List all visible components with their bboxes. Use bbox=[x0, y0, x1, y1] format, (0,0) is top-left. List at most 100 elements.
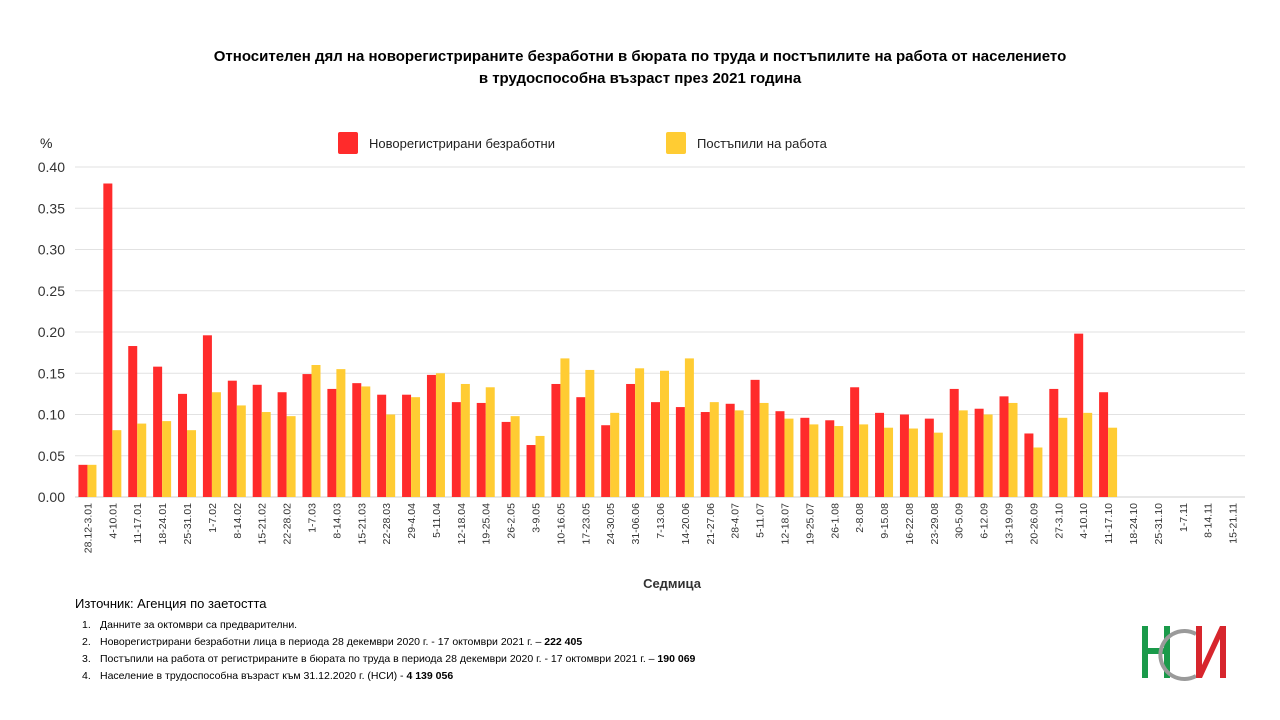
bar-new-unemployed bbox=[202, 335, 212, 497]
y-axis-label: % bbox=[40, 135, 52, 151]
legend-label-new-unemployed: Новорегистрирани безработни bbox=[369, 136, 555, 151]
y-axis-ticks: 0.00 0.05 0.10 0.15 0.20 0.25 0.30 0.35 0.40 bbox=[38, 159, 65, 505]
x-tick-label: 5-11.04 bbox=[431, 503, 443, 538]
legend: Новорегистрирани безработни Постъпили на… bbox=[338, 132, 828, 154]
logo-letter-i-stem bbox=[1196, 626, 1202, 678]
x-tick-label: 16-22.08 bbox=[904, 503, 916, 545]
logo-letter-h-bar bbox=[1142, 648, 1170, 654]
x-tick-label: 1-7.11 bbox=[1178, 503, 1190, 532]
bar-started-work bbox=[211, 392, 221, 497]
x-tick-label: 13-19.09 bbox=[1004, 503, 1016, 545]
x-tick-label: 25-31.01 bbox=[182, 503, 194, 545]
bar-started-work bbox=[684, 358, 694, 497]
x-tick-label: 14-20.06 bbox=[680, 503, 692, 545]
bar-new-unemployed bbox=[327, 388, 337, 497]
logo-letter-i-stem bbox=[1220, 626, 1226, 678]
bar-started-work bbox=[1058, 417, 1068, 497]
bar-new-unemployed bbox=[700, 412, 710, 497]
bar-started-work bbox=[1083, 412, 1093, 497]
bar-started-work bbox=[859, 424, 869, 497]
footnote-number: 3. bbox=[82, 653, 91, 665]
x-tick-label: 5-11.07 bbox=[755, 503, 767, 538]
bar-started-work bbox=[510, 416, 520, 497]
x-axis-ticks: 28.12-3.01 4-10.01 11-17.01 18-24.01 25-31.0… bbox=[82, 503, 1239, 553]
footnote-value: 222 405 bbox=[544, 636, 583, 648]
bar-started-work bbox=[386, 414, 396, 497]
bar-started-work bbox=[1108, 427, 1118, 497]
x-tick-label: 15-21.02 bbox=[257, 503, 269, 545]
footnote-text: Данните за октомври са предварителни. bbox=[100, 619, 298, 631]
y-tick-label: 0.20 bbox=[38, 324, 65, 340]
bar-new-unemployed bbox=[377, 394, 387, 497]
bar-new-unemployed bbox=[526, 445, 536, 497]
x-tick-label: 30-5.09 bbox=[954, 503, 966, 539]
chart-title-line1: Относителен дял на новорегистрираните бе… bbox=[213, 48, 1067, 65]
x-tick-label: 3-9.05 bbox=[531, 503, 543, 533]
x-tick-label: 27-3.10 bbox=[1053, 503, 1065, 539]
footnote-value: 190 069 bbox=[657, 653, 696, 665]
bar-new-unemployed bbox=[476, 402, 486, 497]
bar-started-work bbox=[435, 373, 445, 497]
bar-new-unemployed bbox=[302, 374, 312, 497]
logo-letter-i-diagonal bbox=[1196, 626, 1226, 678]
footnote: 1. Данните за октомври са предварителни. bbox=[82, 617, 695, 634]
footnote: 2. Новорегистрирани безработни лица в пер… bbox=[82, 634, 695, 651]
bar-new-unemployed bbox=[626, 383, 636, 497]
x-tick-label: 12-18.04 bbox=[456, 503, 468, 545]
bar-new-unemployed bbox=[949, 388, 959, 497]
x-tick-label: 26-2.05 bbox=[506, 503, 518, 539]
x-tick-label: 25-31.10 bbox=[1153, 503, 1165, 545]
legend-swatch-red bbox=[338, 132, 358, 154]
x-tick-label: 1-7.03 bbox=[306, 503, 318, 533]
chart-title: Относителен дял на новорегистрираните бе… bbox=[140, 46, 1140, 90]
bar-started-work bbox=[187, 430, 197, 497]
footnote-text: Население в трудоспособна възраст към 31… bbox=[100, 670, 407, 682]
bar-new-unemployed bbox=[775, 411, 785, 497]
x-axis-label: Седмица bbox=[643, 576, 702, 591]
x-tick-label: 8-14.02 bbox=[232, 503, 244, 539]
bar-new-unemployed bbox=[277, 392, 287, 497]
x-tick-label: 8-14.03 bbox=[331, 503, 343, 539]
x-tick-label: 19-25.07 bbox=[804, 503, 816, 545]
bar-started-work bbox=[660, 370, 669, 497]
bar-started-work bbox=[809, 424, 819, 497]
x-tick-label: 26-1.08 bbox=[829, 503, 841, 539]
x-tick-label: 22-28.03 bbox=[381, 503, 393, 545]
bar-started-work bbox=[834, 426, 844, 497]
bar-new-unemployed bbox=[1049, 388, 1059, 497]
x-tick-label: 20-26.09 bbox=[1028, 503, 1040, 545]
y-tick-label: 0.35 bbox=[38, 200, 65, 216]
bar-started-work bbox=[734, 410, 744, 497]
x-tick-label: 4-10.10 bbox=[1078, 503, 1090, 539]
bar-started-work bbox=[286, 416, 296, 497]
x-tick-label: 11-17.01 bbox=[132, 503, 144, 544]
bar-started-work bbox=[560, 358, 570, 497]
bar-new-unemployed bbox=[227, 380, 237, 497]
x-tick-label: 31-06.06 bbox=[630, 503, 642, 545]
x-tick-label: 12-18.07 bbox=[779, 503, 791, 545]
x-tick-label: 22-28.02 bbox=[282, 503, 294, 545]
x-tick-label: 6-12.09 bbox=[979, 503, 991, 539]
y-tick-label: 0.00 bbox=[38, 489, 65, 505]
bar-new-unemployed bbox=[725, 403, 735, 497]
footnote-value: 4 139 056 bbox=[406, 670, 454, 682]
footnote: 3. Постъпили на работа от регистрираните … bbox=[82, 651, 695, 668]
bar-new-unemployed bbox=[1024, 433, 1034, 497]
bar-started-work bbox=[1033, 447, 1043, 497]
footnote-text: Новорегистрирани безработни лица в перио… bbox=[100, 636, 545, 648]
bar-started-work bbox=[933, 432, 943, 497]
x-tick-label: 28-4.07 bbox=[730, 503, 742, 539]
bar-new-unemployed bbox=[1074, 333, 1084, 497]
y-tick-label: 0.15 bbox=[38, 365, 65, 381]
bar-started-work bbox=[784, 418, 794, 497]
y-tick-label: 0.30 bbox=[38, 242, 65, 258]
bar-started-work bbox=[709, 402, 719, 497]
bar-started-work bbox=[311, 365, 321, 497]
chart-title-line2: в трудоспособна възраст през 2021 година bbox=[478, 70, 802, 87]
footnote-number: 1. bbox=[82, 619, 91, 631]
bar-started-work bbox=[983, 414, 993, 497]
x-tick-label: 28.12-3.01 bbox=[82, 503, 94, 553]
bar-new-unemployed bbox=[875, 412, 885, 497]
x-tick-label: 17-23.05 bbox=[580, 503, 592, 545]
x-tick-label: 21-27.06 bbox=[705, 503, 717, 545]
